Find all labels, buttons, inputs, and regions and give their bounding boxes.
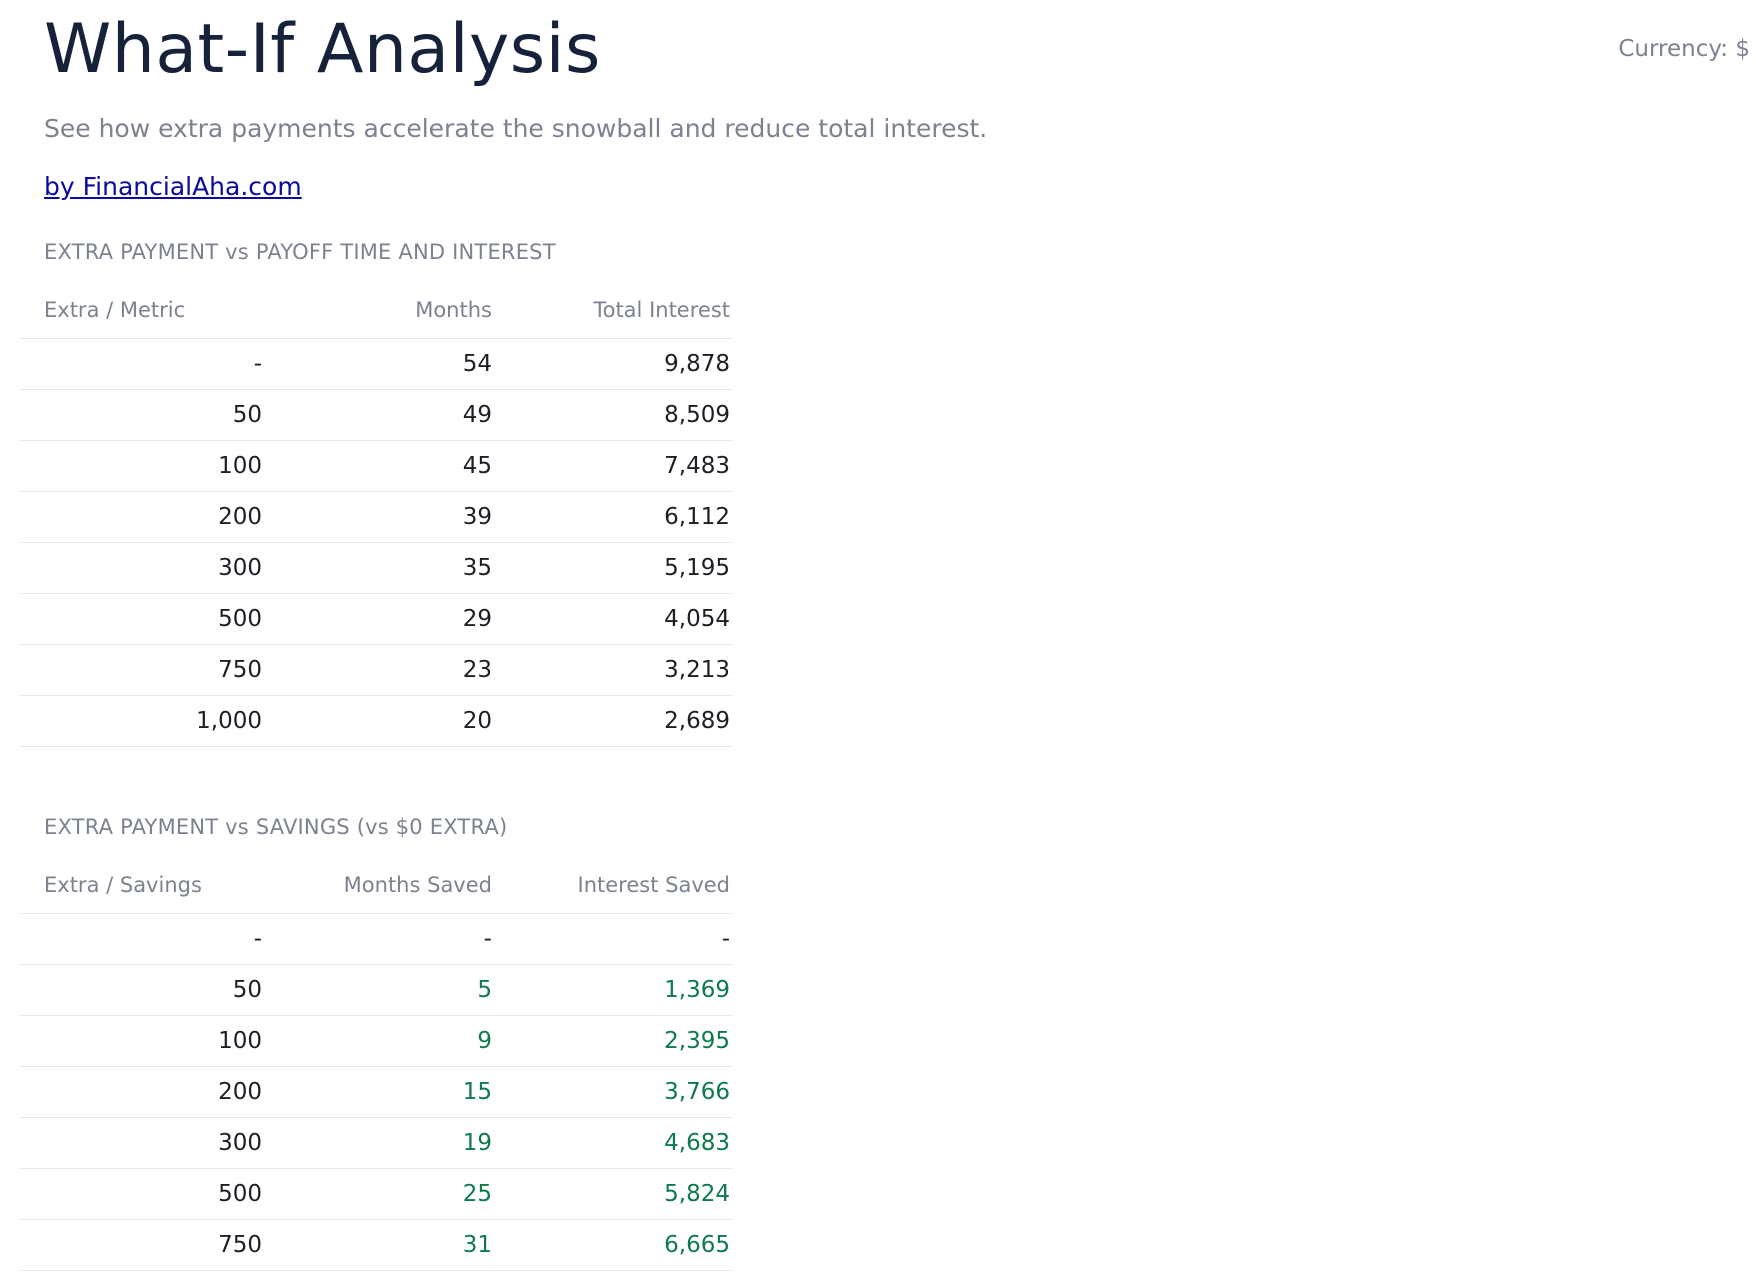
- months-saved-cell: 9: [262, 1015, 492, 1067]
- months-saved-cell: 15: [262, 1066, 492, 1118]
- extra-amount-cell: -: [20, 913, 263, 965]
- payoff-table: Extra / Metric Months Total Interest - 5…: [20, 282, 732, 747]
- extra-amount-cell: 500: [20, 593, 263, 645]
- total-interest-cell: 7,483: [491, 440, 732, 492]
- column-header-extra-savings: Extra / Savings: [20, 857, 263, 914]
- extra-amount-cell: 50: [20, 389, 263, 441]
- savings-table-header-row: Extra / Savings Months Saved Interest Sa…: [20, 857, 732, 914]
- savings-table: Extra / Savings Months Saved Interest Sa…: [20, 857, 732, 1271]
- interest-saved-cell: 4,683: [491, 1117, 732, 1169]
- table-row: 500 29 4,054: [20, 593, 732, 645]
- extra-amount-cell: 300: [20, 1117, 263, 1169]
- table-row: 100 45 7,483: [20, 440, 732, 492]
- total-interest-cell: 8,509: [491, 389, 732, 441]
- table-row: 300 19 4,683: [20, 1117, 732, 1169]
- months-cell: 54: [262, 338, 492, 390]
- interest-saved-cell: 3,766: [491, 1066, 732, 1118]
- total-interest-cell: 6,112: [491, 491, 732, 543]
- column-header-interest-saved: Interest Saved: [491, 857, 732, 914]
- column-header-months: Months: [262, 282, 492, 339]
- savings-table-heading: EXTRA PAYMENT vs SAVINGS (vs $0 EXTRA): [44, 815, 508, 839]
- table-row: 50 5 1,369: [20, 964, 732, 1016]
- table-row: 750 23 3,213: [20, 644, 732, 696]
- interest-saved-cell: 2,395: [491, 1015, 732, 1067]
- months-saved-cell: 5: [262, 964, 492, 1016]
- table-row: - - -: [20, 913, 732, 965]
- extra-amount-cell: 200: [20, 1066, 263, 1118]
- column-header-months-saved: Months Saved: [262, 857, 492, 914]
- months-saved-cell: 25: [262, 1168, 492, 1220]
- interest-saved-cell: 1,369: [491, 964, 732, 1016]
- interest-saved-cell: 5,824: [491, 1168, 732, 1220]
- table-row: 100 9 2,395: [20, 1015, 732, 1067]
- months-cell: 45: [262, 440, 492, 492]
- table-row: 750 31 6,665: [20, 1219, 732, 1271]
- table-row: 50 49 8,509: [20, 389, 732, 441]
- extra-amount-cell: 100: [20, 440, 263, 492]
- extra-amount-cell: 1,000: [20, 695, 263, 747]
- extra-amount-cell: 200: [20, 491, 263, 543]
- interest-saved-cell: 6,665: [491, 1219, 732, 1271]
- extra-amount-cell: 500: [20, 1168, 263, 1220]
- extra-amount-cell: -: [20, 338, 263, 390]
- total-interest-cell: 2,689: [491, 695, 732, 747]
- currency-label: Currency: $: [1618, 36, 1750, 62]
- total-interest-cell: 4,054: [491, 593, 732, 645]
- total-interest-cell: 9,878: [491, 338, 732, 390]
- table-row: 200 39 6,112: [20, 491, 732, 543]
- total-interest-cell: 3,213: [491, 644, 732, 696]
- extra-amount-cell: 750: [20, 1219, 263, 1271]
- table-row: 200 15 3,766: [20, 1066, 732, 1118]
- table-row: - 54 9,878: [20, 338, 732, 390]
- months-cell: 20: [262, 695, 492, 747]
- table-row: 300 35 5,195: [20, 542, 732, 594]
- months-cell: 39: [262, 491, 492, 543]
- column-header-extra-metric: Extra / Metric: [20, 282, 263, 339]
- page-title: What-If Analysis: [44, 10, 601, 89]
- months-saved-cell: 19: [262, 1117, 492, 1169]
- extra-amount-cell: 750: [20, 644, 263, 696]
- months-cell: 35: [262, 542, 492, 594]
- column-header-total-interest: Total Interest: [491, 282, 732, 339]
- extra-amount-cell: 300: [20, 542, 263, 594]
- interest-saved-cell: -: [491, 913, 732, 965]
- months-cell: 29: [262, 593, 492, 645]
- total-interest-cell: 5,195: [491, 542, 732, 594]
- table-row: 500 25 5,824: [20, 1168, 732, 1220]
- payoff-table-header-row: Extra / Metric Months Total Interest: [20, 282, 732, 339]
- months-saved-cell: -: [262, 913, 492, 965]
- byline-link[interactable]: by FinancialAha.com: [44, 172, 302, 201]
- payoff-table-heading: EXTRA PAYMENT vs PAYOFF TIME AND INTERES…: [44, 240, 556, 264]
- months-cell: 49: [262, 389, 492, 441]
- page-subtitle: See how extra payments accelerate the sn…: [44, 114, 988, 143]
- months-saved-cell: 31: [262, 1219, 492, 1271]
- extra-amount-cell: 100: [20, 1015, 263, 1067]
- months-cell: 23: [262, 644, 492, 696]
- table-row: 1,000 20 2,689: [20, 695, 732, 747]
- extra-amount-cell: 50: [20, 964, 263, 1016]
